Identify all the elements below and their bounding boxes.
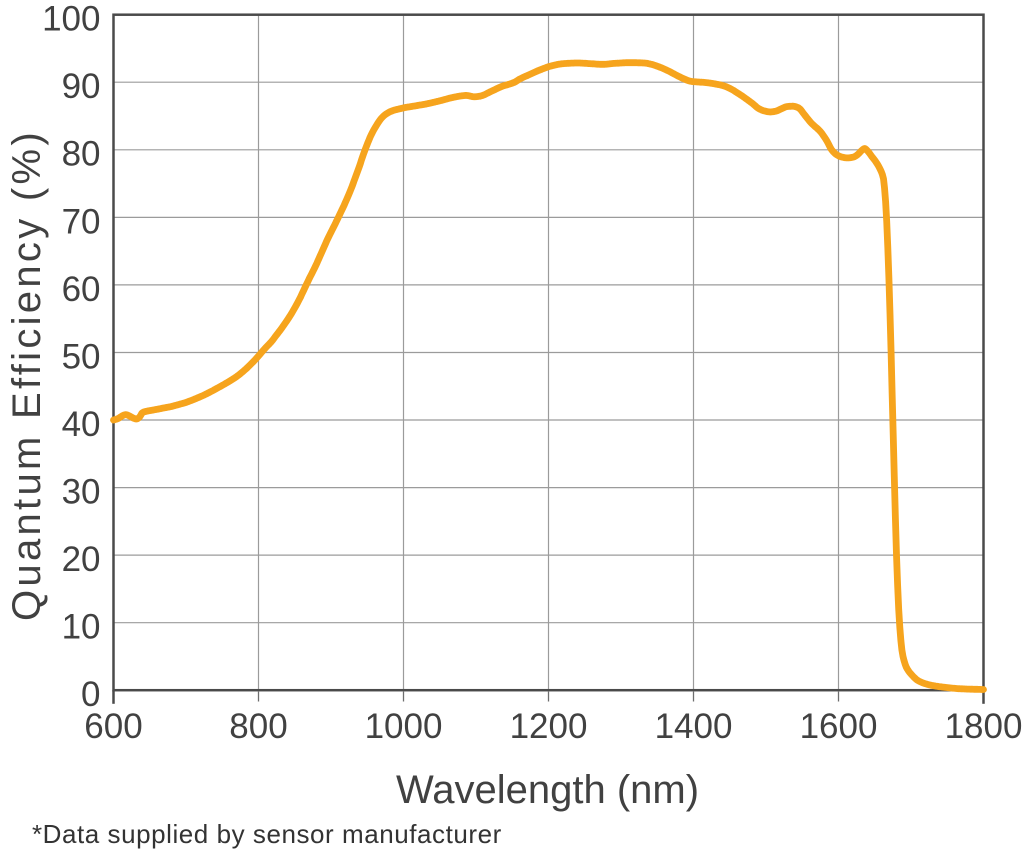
svg-text:*Data supplied by sensor manuf: *Data supplied by sensor manufacturer (32, 819, 502, 849)
svg-text:20: 20 (62, 540, 101, 579)
svg-text:100: 100 (42, 0, 100, 39)
svg-text:80: 80 (62, 135, 101, 174)
svg-text:Quantum Efficiency (%): Quantum Efficiency (%) (5, 129, 49, 621)
svg-text:60: 60 (62, 270, 101, 309)
svg-text:Wavelength (nm): Wavelength (nm) (396, 768, 699, 812)
svg-text:1600: 1600 (800, 707, 878, 746)
svg-text:0: 0 (81, 675, 100, 714)
svg-text:30: 30 (62, 473, 101, 512)
svg-text:1200: 1200 (510, 707, 588, 746)
svg-text:90: 90 (62, 67, 101, 106)
svg-text:70: 70 (62, 202, 101, 241)
svg-text:1800: 1800 (945, 707, 1023, 746)
svg-text:10: 10 (62, 608, 101, 647)
svg-text:1000: 1000 (365, 707, 443, 746)
svg-text:50: 50 (62, 337, 101, 376)
svg-text:600: 600 (84, 707, 142, 746)
svg-text:40: 40 (62, 405, 101, 444)
svg-text:1400: 1400 (655, 707, 733, 746)
svg-text:800: 800 (229, 707, 287, 746)
